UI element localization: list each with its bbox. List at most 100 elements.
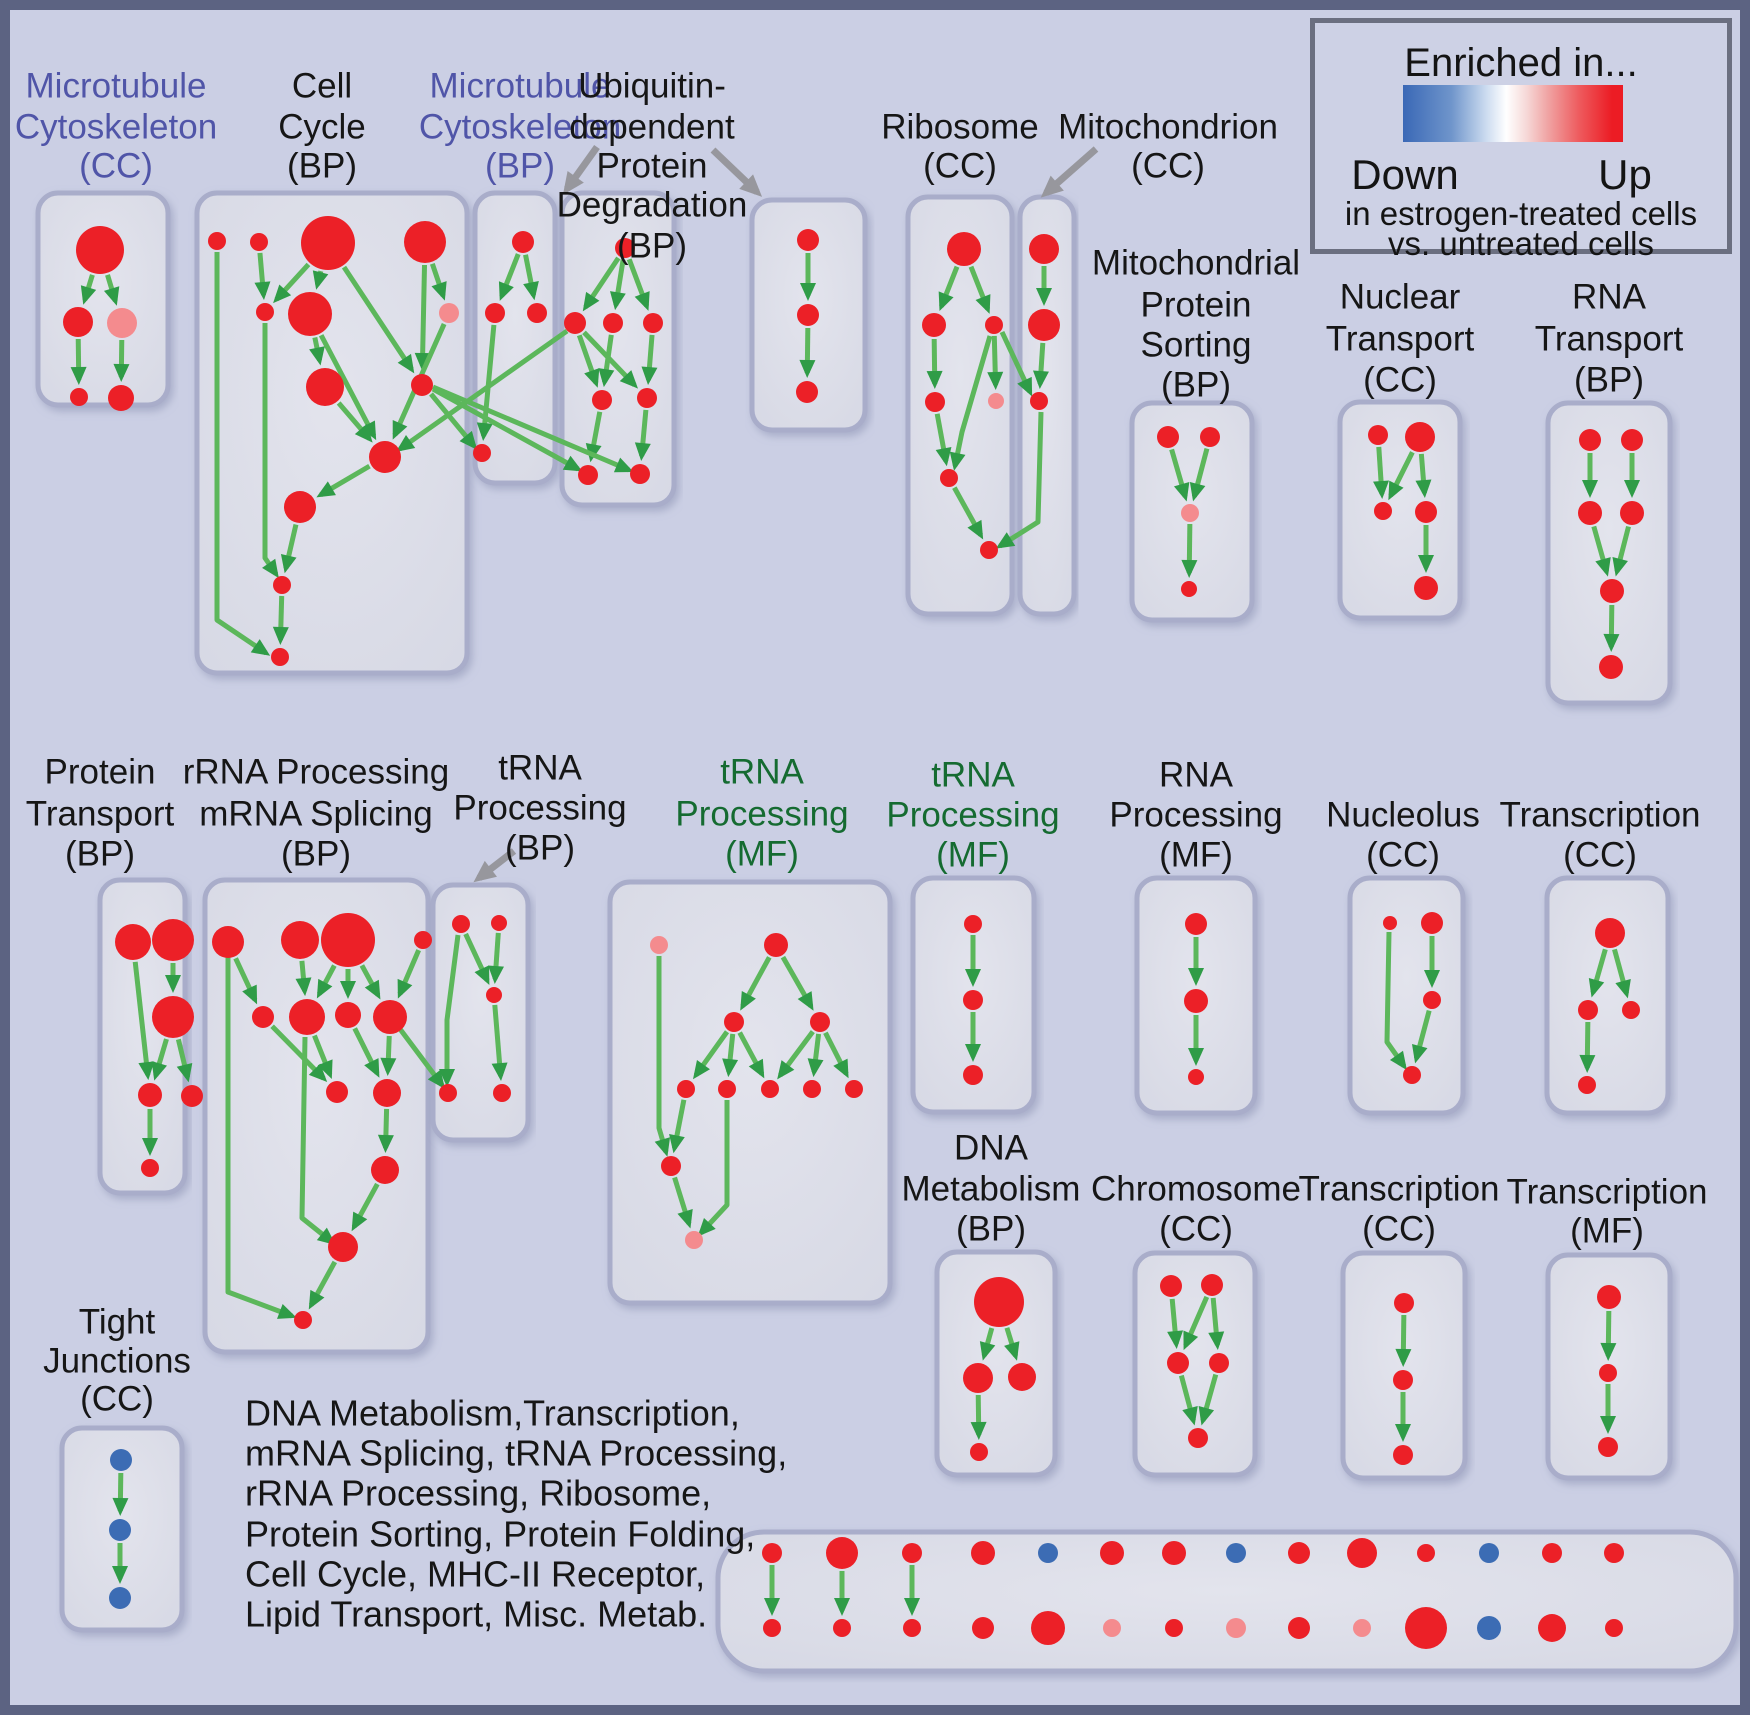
go-term-node: [485, 303, 505, 323]
go-term-node: [1167, 1352, 1189, 1374]
cluster-label-microtubule-cytoskeleton-bp: Microtubule: [430, 67, 611, 106]
go-term-node: [1184, 989, 1208, 1013]
legend-box: Enriched in... Down Up in estrogen-treat…: [1310, 18, 1732, 262]
edge-arrow: [654, 956, 671, 1157]
edge-arrow: [175, 1038, 193, 1083]
cluster-label-rna-processing-mf: (MF): [1159, 836, 1233, 875]
go-term-node: [1185, 913, 1207, 935]
legend-subtitle-line2: vs. untreated cells: [1388, 225, 1654, 262]
go-term-node: [564, 312, 586, 334]
cluster-label-tight-junctions-cc: Junctions: [43, 1342, 191, 1381]
go-term-node: [1028, 309, 1060, 341]
go-term-node: [1188, 1428, 1208, 1448]
go-term-node: [1598, 1437, 1618, 1457]
go-term-node: [527, 303, 547, 323]
edge-arrow: [626, 258, 650, 311]
edge-arrow: [970, 1394, 987, 1440]
go-term-node: [677, 1080, 695, 1098]
edge-arrow: [151, 1038, 169, 1081]
edge-arrow: [634, 409, 651, 462]
edge-arrow: [341, 265, 415, 374]
go-term-node: [1415, 501, 1437, 523]
edge-arrow: [523, 254, 539, 301]
edge-arrow: [1600, 1310, 1617, 1361]
legend-title: Enriched in...: [1404, 41, 1638, 85]
go-term-node: [152, 919, 194, 961]
edge-arrow: [999, 330, 1033, 397]
edge-arrow: [1181, 523, 1198, 579]
edge-arrow: [1198, 1373, 1219, 1426]
go-term-node: [902, 1543, 922, 1563]
cluster-label-tight-junctions-cc: (CC): [80, 1380, 154, 1419]
cluster-box-rna-transport-bp: [1545, 400, 1673, 706]
edge-arrow: [641, 334, 658, 386]
go-term-node: [63, 307, 93, 337]
label-pointer-arrow: [562, 144, 600, 195]
cluster-label-transcription-cc-row3: Transcription: [1299, 1170, 1500, 1209]
go-term-node: [797, 304, 819, 326]
edge-arrow: [952, 486, 984, 540]
go-term-node: [1162, 1541, 1186, 1565]
cluster-label-transcription-cc-row2: Transcription: [1500, 796, 1701, 835]
edge-arrow: [1004, 1327, 1020, 1361]
go-term-node: [212, 926, 244, 958]
go-term-node: [1578, 1076, 1596, 1094]
go-term-node: [110, 1449, 132, 1471]
go-term-node: [1029, 234, 1059, 264]
go-term-node: [763, 1619, 781, 1637]
edge-arrow: [295, 960, 312, 997]
cluster-label-ubiquitin-degradation-bp-1: Protein: [597, 147, 708, 186]
go-term-node: [1165, 1619, 1183, 1637]
go-term-node: [208, 232, 226, 250]
edge-arrow: [377, 1108, 394, 1154]
edge-arrow: [1032, 342, 1049, 390]
edge-arrow: [807, 1033, 824, 1078]
go-term-node: [1347, 1538, 1377, 1568]
cluster-label-cell-cycle-bp: Cell: [292, 67, 352, 106]
cluster-label-trna-processing-mf-2: (MF): [936, 836, 1010, 875]
edge-arrow: [103, 274, 120, 306]
edge-arrow: [308, 1260, 338, 1310]
go-term-node: [1031, 1611, 1065, 1645]
go-term-node: [1421, 912, 1443, 934]
edge-arrow: [823, 1031, 849, 1079]
go-term-node: [971, 1541, 995, 1565]
go-term-node: [1181, 504, 1199, 522]
edge-arrow: [270, 1024, 328, 1083]
go-term-node: [1620, 501, 1644, 525]
go-term-node: [985, 316, 1003, 334]
merged-clusters-text-line: Lipid Transport, Misc. Metab.: [245, 1594, 707, 1635]
cluster-label-protein-transport-bp: (BP): [65, 835, 135, 874]
edge-arrow: [669, 1099, 687, 1154]
edge-arrow: [312, 270, 329, 290]
go-term-node: [152, 996, 194, 1038]
go-term-node: [796, 381, 818, 403]
cluster-label-trna-processing-bp: (BP): [505, 829, 575, 868]
cluster-label-rrna-processing-mrna-splicing-bp: (BP): [281, 835, 351, 874]
go-term-node: [414, 931, 432, 949]
edge-arrow: [280, 523, 299, 574]
cluster-label-transcription-cc-row2: (CC): [1563, 836, 1637, 875]
cluster-label-microtubule-cytoskeleton-bp: (BP): [485, 147, 555, 186]
merged-clusters-text-line: DNA Metabolism,Transcription,: [245, 1393, 740, 1434]
cluster-label-trna-processing-mf-1: tRNA: [720, 753, 804, 792]
go-term-node: [833, 1619, 851, 1637]
cluster-label-cell-cycle-bp: Cycle: [278, 108, 366, 147]
go-term-node: [845, 1080, 863, 1098]
edge-arrow: [1412, 1009, 1432, 1064]
edge-arrow: [609, 259, 626, 311]
go-term-node: [1405, 422, 1435, 452]
edge-arrow: [1183, 1295, 1210, 1351]
go-term-node: [411, 374, 433, 396]
edge-arrow: [799, 327, 816, 379]
go-term-node: [107, 308, 137, 338]
cluster-label-trna-processing-mf-1: (MF): [725, 835, 799, 874]
cluster-label-nuclear-transport-cc: Transport: [1326, 320, 1475, 359]
edge-arrow: [576, 334, 600, 388]
go-term-node: [1604, 1543, 1624, 1563]
cluster-label-chromosome-cc: (CC): [1159, 1210, 1233, 1249]
edge-arrow: [737, 1031, 765, 1079]
go-term-node: [70, 388, 88, 406]
go-term-node: [1393, 1370, 1413, 1390]
cluster-label-dna-metabolism-bp: (BP): [956, 1210, 1026, 1249]
